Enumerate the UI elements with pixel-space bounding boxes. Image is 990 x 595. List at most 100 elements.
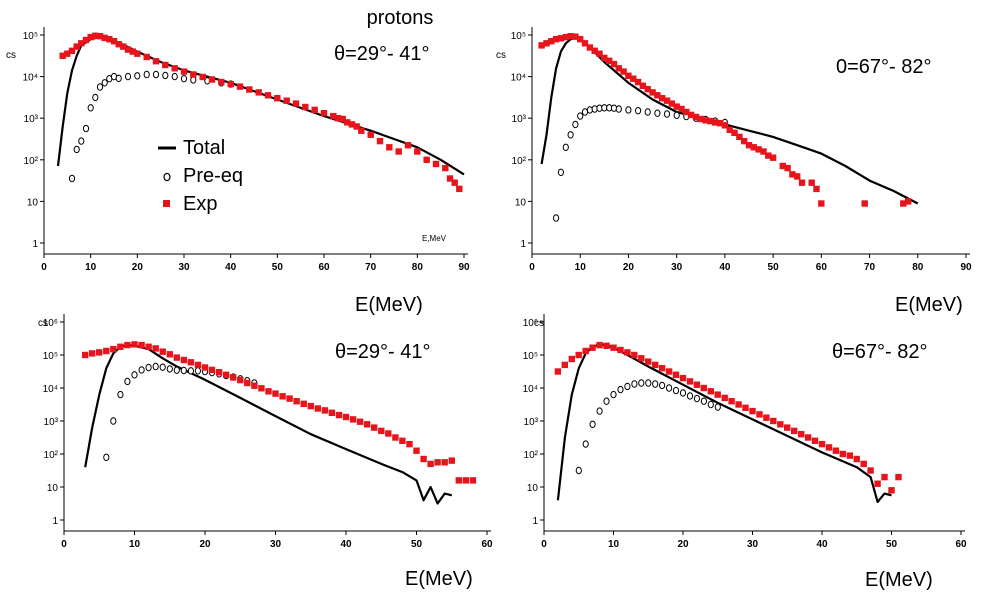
point-pre-eq-top-right — [663, 110, 671, 118]
point-exp-top-left — [446, 175, 454, 182]
point-pre-eq-bottom-left — [180, 366, 187, 375]
series-total-line-bottom-right — [556, 343, 892, 503]
point-pre-eq-bottom-right — [672, 386, 680, 395]
y-tick-label-bottom-right: 10² — [524, 450, 539, 461]
point-exp-top-left — [227, 80, 234, 88]
point-exp-top-right — [625, 72, 632, 79]
point-exp-bottom-right — [763, 414, 770, 421]
point-exp-top-right — [716, 120, 724, 127]
point-exp-bottom-right — [638, 355, 645, 362]
point-pre-eq-bottom-right — [582, 440, 589, 448]
point-pre-eq-bottom-right — [603, 397, 610, 405]
point-exp-top-left — [348, 121, 356, 128]
x-tick-label-top-left: 20 — [132, 262, 144, 273]
point-exp-top-left — [162, 61, 169, 69]
point-exp-top-left — [423, 156, 430, 163]
point-pre-eq-bottom-left — [110, 417, 117, 425]
point-exp-bottom-right — [846, 452, 853, 459]
x-tick-label-top-right: 50 — [768, 262, 780, 273]
point-exp-top-left — [376, 137, 384, 145]
point-exp-bottom-right — [658, 365, 666, 372]
point-exp-top-left — [208, 76, 216, 83]
point-exp-top-left — [451, 179, 458, 186]
point-pre-eq-bottom-right — [617, 385, 624, 394]
chart-panel-top-right: cs 0=67°- 82° E(MeV) 0 10 20 30 40 50 60 70 80 90… — [496, 27, 972, 316]
point-pre-eq-top-right — [557, 168, 565, 177]
legend-preeq-label: Pre-eq — [183, 165, 243, 187]
y-tick-label-top-right: 10² — [512, 156, 527, 167]
point-pre-eq-top-left — [73, 145, 80, 154]
point-exp-bottom-right — [561, 361, 568, 369]
point-pre-eq-top-left — [180, 75, 188, 83]
x-tick-label-top-right: 40 — [719, 262, 731, 273]
y-tick-label-top-right: 10 — [515, 197, 527, 208]
point-exp-bottom-right — [568, 355, 575, 363]
point-exp-top-right — [755, 146, 762, 153]
point-exp-top-right — [538, 42, 545, 49]
point-exp-top-right — [798, 179, 806, 186]
point-exp-top-right — [639, 82, 647, 89]
point-exp-top-left — [68, 47, 76, 54]
point-pre-eq-top-left — [92, 93, 99, 102]
point-exp-top-left — [283, 97, 290, 104]
point-exp-bottom-left — [378, 427, 385, 435]
point-exp-top-right — [606, 57, 613, 64]
point-exp-top-left — [274, 95, 281, 102]
x-tick-label-top-left: 60 — [318, 262, 330, 273]
x-tick-label-bottom-left: 0 — [61, 539, 67, 550]
inner-xlabel-top-left: E,MeV — [422, 234, 447, 243]
point-exp-bottom-right — [714, 391, 721, 398]
x-tick-label-top-left: 30 — [178, 262, 190, 273]
point-exp-top-left — [339, 115, 346, 123]
cs-label-top-right: cs — [496, 50, 506, 61]
point-pre-eq-bottom-right — [610, 390, 617, 399]
point-exp-top-left — [96, 33, 104, 40]
xlabel-bottom-right: E(MeV) — [865, 569, 933, 591]
point-pre-eq-bottom-left — [166, 365, 173, 373]
point-exp-top-left — [152, 58, 160, 65]
point-exp-top-right — [567, 33, 574, 40]
point-pre-eq-top-left — [68, 174, 76, 183]
point-exp-top-right — [683, 108, 690, 116]
chart-panel-top-left: cs θ=29°- 41° E,MeV E(MeV) 0 10 20 30 40 50 60… — [6, 27, 470, 316]
point-exp-top-left — [358, 127, 365, 134]
y-tick-label-top-right: 10⁴ — [511, 73, 526, 84]
point-exp-bottom-right — [700, 384, 707, 392]
x-tick-label-top-left: 40 — [225, 262, 237, 273]
point-exp-top-right — [678, 105, 685, 113]
y-tick-label-bottom-left: 10⁴ — [43, 384, 58, 395]
y-tick-label-bottom-right: 10⁴ — [523, 384, 538, 395]
point-exp-bottom-left — [469, 477, 477, 484]
point-exp-top-right — [731, 129, 738, 136]
point-pre-eq-bottom-right — [624, 382, 631, 391]
point-exp-top-left — [367, 131, 374, 138]
point-exp-bottom-left — [145, 343, 152, 350]
x-tick-label-bottom-right: 30 — [747, 539, 759, 550]
point-exp-top-right — [692, 113, 700, 121]
x-tick-label-top-right: 80 — [912, 262, 924, 273]
point-exp-bottom-right — [665, 368, 673, 375]
point-exp-bottom-left — [89, 350, 96, 357]
point-pre-eq-bottom-right — [589, 420, 596, 428]
point-exp-top-right — [557, 35, 565, 42]
point-exp-bottom-right — [867, 467, 874, 474]
y-tick-label-bottom-left: 10² — [44, 450, 59, 461]
point-exp-bottom-left — [300, 400, 307, 407]
x-tick-label-bottom-right: 50 — [886, 539, 898, 550]
x-tick-label-bottom-right: 0 — [541, 539, 547, 550]
y-tick-label-bottom-left: 1 — [52, 516, 58, 527]
point-exp-bottom-left — [406, 440, 413, 448]
point-exp-top-left — [87, 33, 94, 41]
point-pre-eq-bottom-right — [631, 380, 638, 388]
x-tick-label-bottom-right: 20 — [677, 539, 689, 550]
point-exp-top-left — [255, 89, 262, 96]
x-tick-label-top-left: 90 — [458, 262, 470, 273]
y-tick-label-bottom-right: 10³ — [524, 417, 539, 428]
point-exp-bottom-left — [159, 348, 166, 355]
point-exp-bottom-right — [839, 450, 846, 458]
y-tick-label-bottom-right: 10⁵ — [523, 351, 538, 362]
point-exp-top-right — [644, 85, 651, 93]
point-exp-top-left — [129, 48, 136, 55]
point-exp-top-right — [620, 68, 627, 75]
